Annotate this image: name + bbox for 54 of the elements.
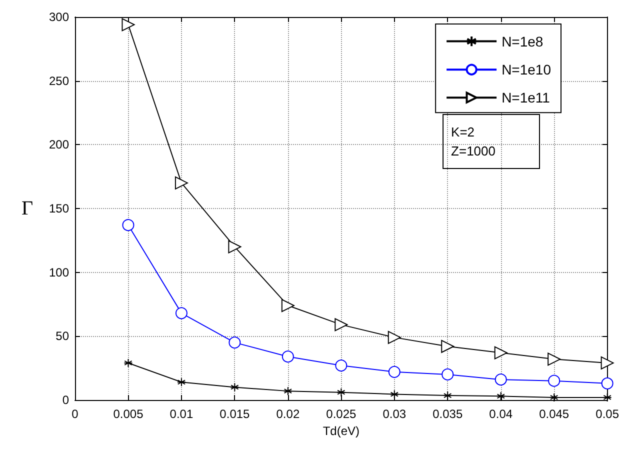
point	[388, 366, 400, 378]
x-tick-label: 0	[72, 407, 79, 421]
point	[441, 340, 454, 353]
y-tick-label: 300	[48, 10, 70, 24]
x-tick-label: 0.025	[326, 407, 356, 421]
point	[174, 176, 188, 190]
legend-label: N=1e11	[502, 90, 550, 106]
x-tick-label: 0.01	[170, 407, 194, 421]
point	[494, 346, 508, 360]
y-tick-label: 50	[56, 329, 70, 344]
point	[548, 374, 560, 387]
x-tick-label: 0.05	[596, 407, 620, 421]
y-tick-label: 150	[48, 202, 70, 216]
point	[443, 391, 452, 400]
point	[335, 360, 348, 372]
point	[390, 390, 399, 399]
x-tick-label: 0.04	[489, 407, 513, 421]
annotation: K=2 Z=1000	[451, 124, 496, 158]
x-tick-label: 0.02	[276, 407, 300, 421]
y-axis-title: Γ	[21, 198, 33, 220]
point	[336, 388, 346, 397]
point	[550, 392, 559, 402]
y-tick-label: 100	[48, 265, 70, 280]
point	[283, 386, 292, 396]
y-tick-label: 0	[62, 393, 70, 407]
point	[175, 307, 188, 320]
x-axis-title: Td(eV)	[322, 424, 360, 438]
point	[124, 358, 133, 368]
point	[281, 299, 294, 312]
point	[176, 378, 186, 387]
point	[442, 368, 454, 380]
point	[494, 374, 507, 386]
y-tick-label: 200	[48, 138, 70, 152]
point	[601, 377, 614, 390]
point	[228, 336, 241, 349]
x-tick-label: 0.035	[432, 407, 463, 421]
point	[548, 352, 561, 366]
legend-label: N=1e8	[502, 33, 544, 50]
legend-label: N=1e10	[502, 62, 552, 78]
point	[334, 318, 348, 332]
point	[122, 219, 134, 232]
point	[496, 392, 506, 401]
x-tick-label: 0.005	[113, 407, 144, 421]
y-tick-label: 250	[48, 74, 70, 88]
point	[230, 382, 240, 392]
point	[388, 330, 401, 344]
x-tick-label: 0.045	[539, 407, 570, 421]
point	[602, 392, 612, 402]
x-tick-label: 0.03	[382, 407, 406, 421]
point	[600, 356, 614, 370]
point	[122, 18, 135, 32]
point	[228, 240, 242, 254]
point	[282, 350, 294, 363]
x-tick-label: 0.015	[220, 407, 250, 421]
